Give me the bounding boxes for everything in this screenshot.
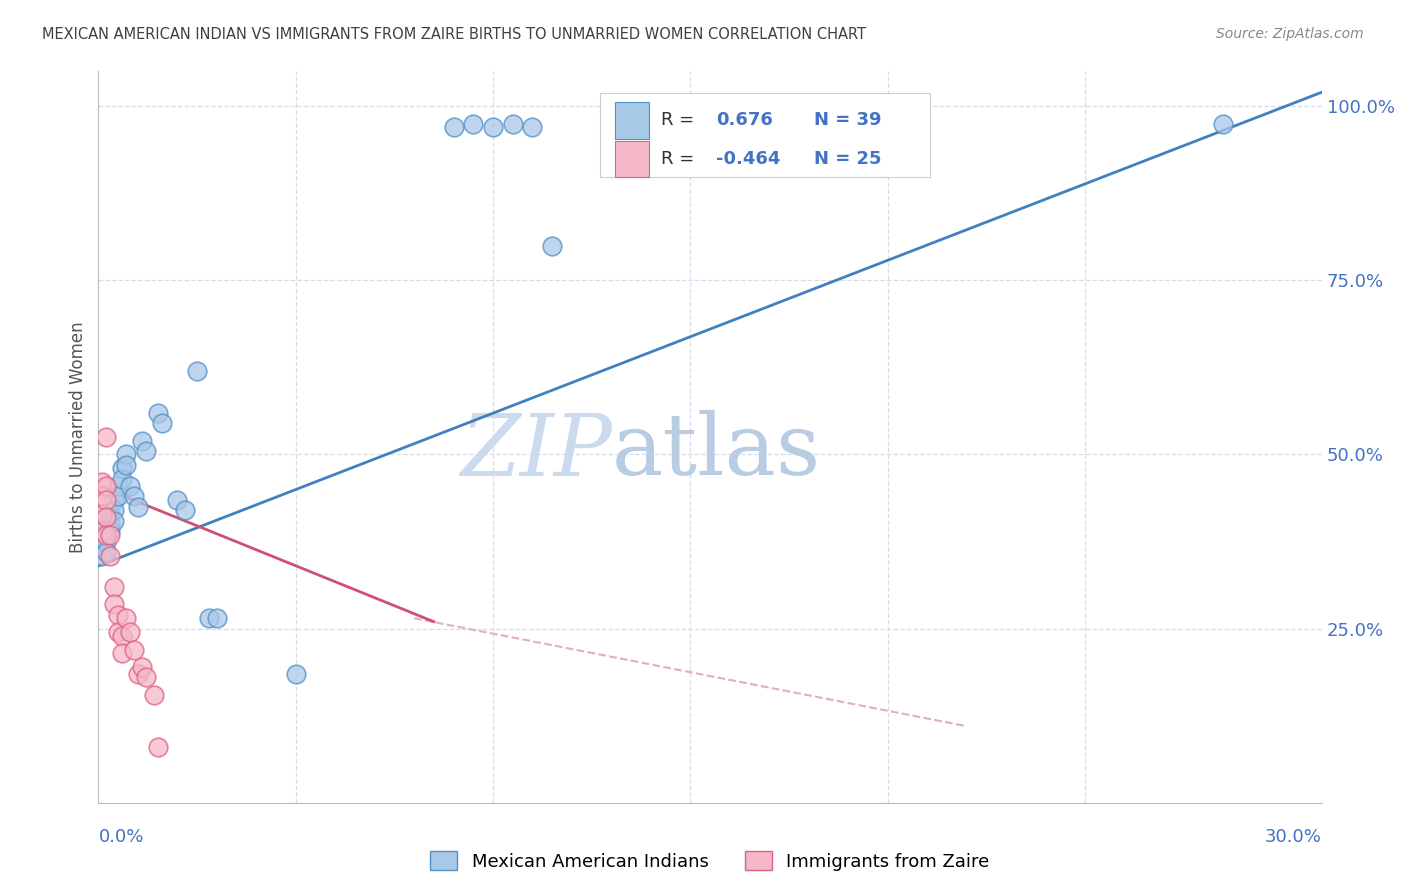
Point	[98, 549, 121, 563]
Point	[174, 503, 197, 517]
Point	[103, 514, 125, 528]
Text: R =: R =	[661, 150, 695, 168]
Text: Source: ZipAtlas.com: Source: ZipAtlas.com	[1216, 27, 1364, 41]
Point	[96, 527, 118, 541]
Point	[91, 475, 114, 490]
Point	[98, 507, 121, 521]
FancyBboxPatch shape	[614, 141, 650, 178]
Point	[103, 580, 125, 594]
Point	[115, 448, 138, 462]
Point	[107, 479, 129, 493]
Point	[198, 611, 221, 625]
Point	[541, 238, 564, 252]
Point	[103, 492, 125, 507]
Point	[96, 527, 118, 541]
Point	[96, 430, 118, 444]
Point	[142, 688, 165, 702]
Point	[482, 120, 505, 134]
Point	[122, 642, 145, 657]
Point	[111, 646, 134, 660]
Point	[118, 625, 141, 640]
Point	[502, 117, 524, 131]
Text: atlas: atlas	[612, 410, 821, 493]
Point	[98, 527, 121, 541]
Point	[98, 517, 121, 532]
Point	[107, 607, 129, 622]
Point	[111, 629, 134, 643]
Point	[205, 611, 228, 625]
Point	[186, 364, 208, 378]
Point	[107, 489, 129, 503]
Point	[131, 434, 153, 448]
Point	[146, 406, 169, 420]
Point	[131, 660, 153, 674]
Text: 0.0%: 0.0%	[98, 829, 143, 847]
Point	[96, 517, 118, 532]
Legend: Mexican American Indians, Immigrants from Zaire: Mexican American Indians, Immigrants fro…	[423, 844, 997, 878]
Point	[96, 492, 118, 507]
Point	[166, 492, 188, 507]
Point	[115, 458, 138, 472]
FancyBboxPatch shape	[614, 102, 650, 138]
Point	[111, 461, 134, 475]
Point	[284, 667, 307, 681]
Text: 30.0%: 30.0%	[1265, 829, 1322, 847]
Text: 0.676: 0.676	[716, 112, 773, 129]
Point	[98, 524, 121, 538]
Text: N = 39: N = 39	[814, 112, 882, 129]
Text: ZIP: ZIP	[460, 410, 612, 493]
Point	[443, 120, 465, 134]
Point	[463, 117, 485, 131]
Point	[135, 444, 157, 458]
Point	[91, 538, 114, 552]
Point	[122, 489, 145, 503]
Point	[91, 524, 114, 538]
Point	[103, 597, 125, 611]
Point	[522, 120, 544, 134]
Point	[91, 549, 114, 563]
Text: R =: R =	[661, 112, 695, 129]
Text: N = 25: N = 25	[814, 150, 882, 168]
Point	[96, 545, 118, 559]
Point	[103, 503, 125, 517]
Point	[127, 667, 149, 681]
Point	[127, 500, 149, 514]
Y-axis label: Births to Unmarried Women: Births to Unmarried Women	[69, 321, 87, 553]
Point	[135, 670, 157, 684]
Point	[146, 740, 169, 755]
Point	[91, 507, 114, 521]
Point	[91, 527, 114, 541]
Text: MEXICAN AMERICAN INDIAN VS IMMIGRANTS FROM ZAIRE BIRTHS TO UNMARRIED WOMEN CORRE: MEXICAN AMERICAN INDIAN VS IMMIGRANTS FR…	[42, 27, 866, 42]
Point	[150, 416, 173, 430]
Point	[118, 479, 141, 493]
Point	[96, 510, 118, 524]
Point	[115, 611, 138, 625]
Text: -0.464: -0.464	[716, 150, 780, 168]
Point	[1212, 117, 1234, 131]
Point	[91, 489, 114, 503]
Point	[111, 472, 134, 486]
Point	[107, 625, 129, 640]
Point	[96, 479, 118, 493]
Point	[96, 534, 118, 549]
FancyBboxPatch shape	[600, 94, 931, 178]
